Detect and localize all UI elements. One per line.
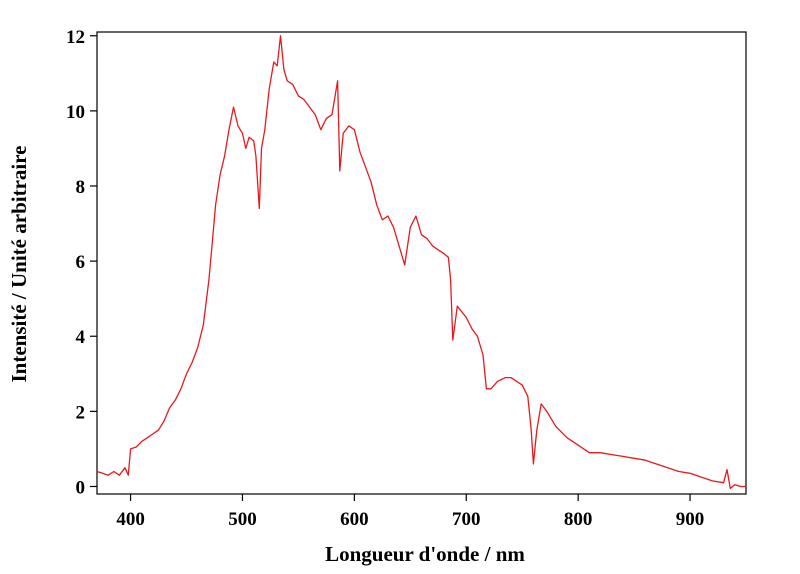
y-tick-label: 8	[76, 177, 86, 198]
x-tick-label: 900	[676, 509, 705, 530]
x-axis: 400 500 600 700 800 900	[116, 494, 704, 530]
y-tick-label: 6	[76, 252, 86, 273]
x-tick-label: 400	[116, 509, 145, 530]
spectrum-line	[96, 35, 746, 490]
y-axis: 0 2 4 6 8 10 12	[66, 27, 97, 498]
plot-area	[96, 31, 747, 495]
plot-frame	[96, 31, 747, 495]
y-tick-label: 4	[76, 327, 86, 348]
y-axis-title: Intensité / Unité arbitraire	[7, 146, 31, 383]
y-tick-label: 0	[76, 477, 86, 498]
y-tick-label: 12	[66, 27, 85, 48]
x-tick-label: 800	[564, 509, 593, 530]
y-tick-label: 10	[66, 102, 85, 123]
x-tick-label: 600	[340, 509, 369, 530]
series-layer	[96, 35, 746, 490]
x-tick-label: 500	[228, 509, 257, 530]
x-tick-label: 700	[452, 509, 481, 530]
y-tick-label: 2	[76, 402, 86, 423]
x-axis-title: Longueur d'onde / nm	[325, 542, 525, 566]
